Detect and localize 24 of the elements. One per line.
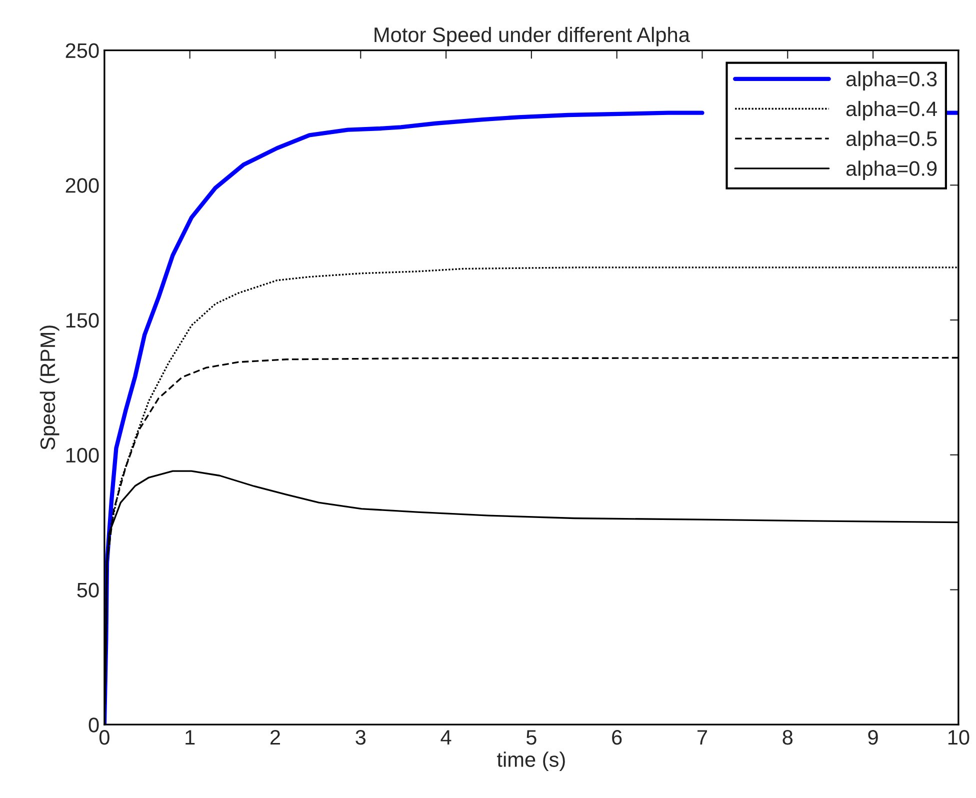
y-tick-label: 0 [88,718,99,732]
x-tick-label: 8 [782,730,793,745]
y-tick-label: 250 [66,43,99,58]
y-tick-label: 200 [66,178,99,193]
y-axis-title: Speed (RPM) [40,326,60,450]
x-tick-label: 6 [612,730,622,745]
x-tick-label: 3 [356,730,366,745]
x-tick-label: 1 [186,730,195,745]
x-tick-label: 0 [99,730,110,745]
chart-title: Motor Speed under different Alpha [374,26,690,46]
y-tick-label: 150 [66,313,99,328]
x-tick-label: 2 [270,730,280,745]
legend-label: alpha=0.9 [846,160,937,180]
x-tick-label: 10 [948,730,970,745]
legend-label: alpha=0.5 [846,130,937,150]
y-tick-label: 100 [66,448,99,463]
legend-label: alpha=0.3 [846,71,937,91]
x-tick-label: 4 [440,730,452,745]
legend-label: alpha=0.4 [846,100,937,120]
x-tick-label: 5 [526,730,536,745]
x-tick-label: 9 [868,730,878,745]
x-axis-title: time (s) [497,752,565,772]
x-tick-label: 7 [698,730,707,745]
y-tick-label: 50 [77,582,99,598]
